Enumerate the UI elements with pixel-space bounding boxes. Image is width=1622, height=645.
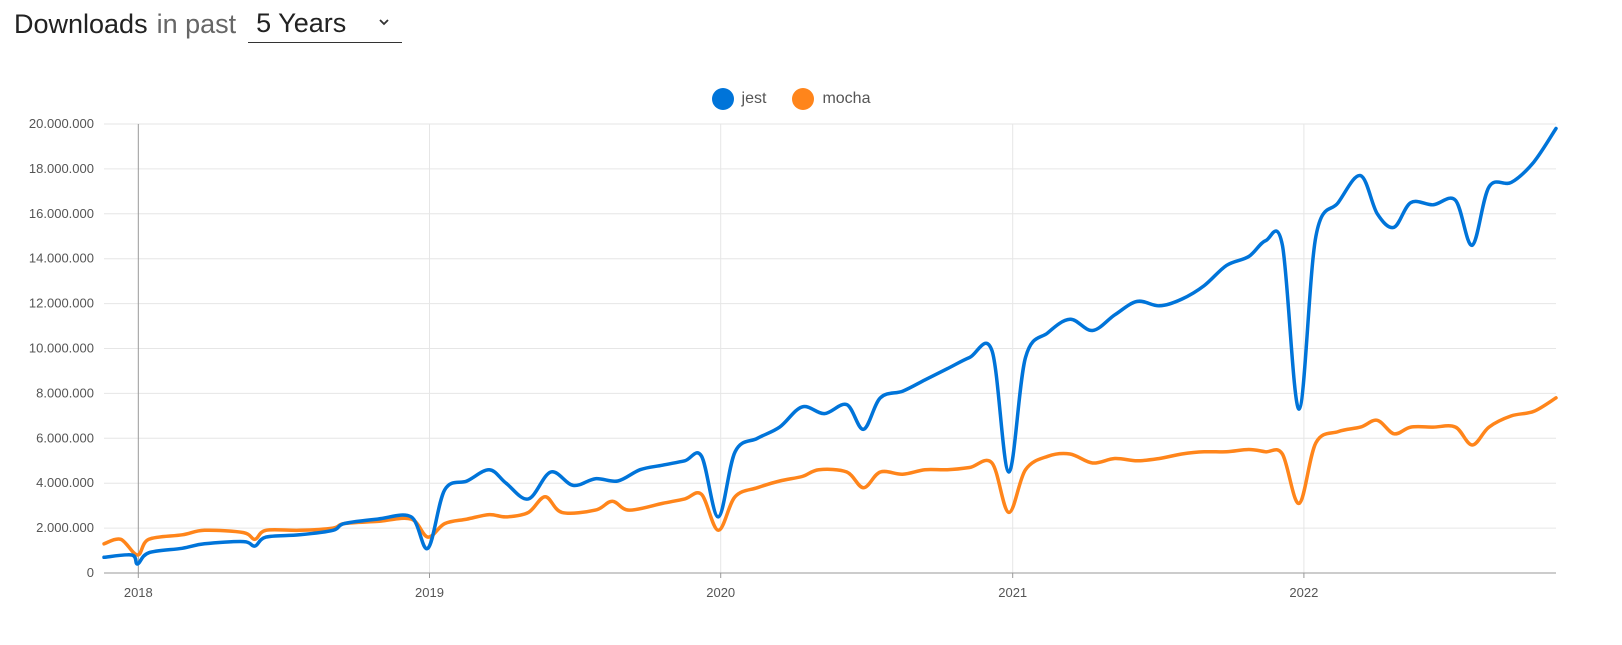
time-range-select[interactable]: 5 Years — [248, 6, 403, 43]
time-range-value: 5 Years — [256, 8, 347, 38]
y-tick-label: 8.000.000 — [36, 385, 94, 400]
legend-swatch-jest — [711, 88, 734, 110]
y-tick-label: 14.000.000 — [29, 251, 94, 266]
x-tick-label: 2022 — [1289, 585, 1318, 600]
legend-label-mocha: mocha — [822, 90, 871, 107]
chevron-down-icon — [379, 18, 389, 25]
x-tick-label: 2019 — [415, 585, 444, 600]
series-line-jest — [102, 126, 1558, 566]
legend-item-mocha[interactable]: mocha — [792, 88, 870, 110]
x-tick-label: 2021 — [998, 585, 1027, 600]
y-tick-label: 12.000.000 — [29, 296, 94, 311]
legend-item-jest[interactable]: jest — [711, 88, 767, 110]
y-tick-label: 20.000.000 — [29, 116, 94, 131]
y-tick-label: 18.000.000 — [29, 161, 94, 176]
y-tick-label: 0 — [87, 565, 94, 580]
legend-label-jest: jest — [741, 90, 767, 107]
x-tick-label: 2018 — [124, 585, 153, 600]
page-subtitle: in past — [156, 8, 237, 39]
legend-swatch-mocha — [792, 88, 815, 110]
y-tick-label: 16.000.000 — [29, 206, 94, 221]
chart-legend: jest mocha — [0, 88, 1602, 110]
y-tick-label: 2.000.000 — [36, 520, 94, 535]
y-tick-label: 4.000.000 — [36, 475, 94, 490]
x-tick-label: 2020 — [706, 585, 735, 600]
y-tick-label: 10.000.000 — [29, 341, 94, 356]
page-title: Downloads — [14, 8, 148, 39]
header: Downloads in past 5 Years — [14, 2, 403, 46]
y-tick-label: 6.000.000 — [36, 430, 94, 445]
